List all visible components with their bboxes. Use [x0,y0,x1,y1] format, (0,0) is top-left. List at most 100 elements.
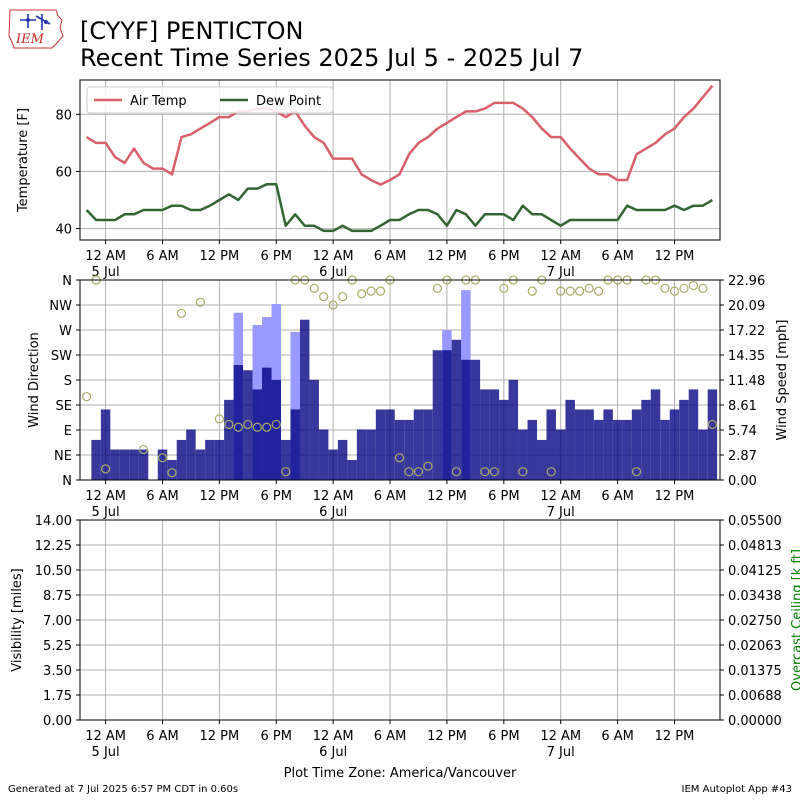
direction-point [631,467,642,477]
ceiling-tick-label: 0.02063 [728,639,782,654]
direction-point [375,286,386,296]
temp-xtick-label: 6 AM [601,249,634,264]
speed-bar [423,409,433,480]
wind-xtick-label: 6 AM [374,489,407,504]
wind-dir-label: N [62,474,72,489]
speed-bar [527,419,538,480]
vis-ytick-label: 12.25 [35,539,72,554]
speed-bar [299,319,310,480]
wind-date-label: 6 Jul [319,505,347,520]
direction-point [660,283,670,293]
gust-bar [290,331,300,480]
direction-point [214,414,224,424]
wind-xtick-label: 6 PM [261,489,292,504]
direction-point [309,283,319,293]
legend-label: Air Temp [130,94,187,109]
wind-speed-label: 8.61 [728,399,757,414]
speed-bar [129,449,139,480]
wind-dir-label: SW [51,349,72,364]
vis-date-label: 5 Jul [92,745,120,760]
speed-bar [603,409,613,480]
vis-xtick-label: 6 PM [488,729,519,744]
temp-plot-frame [79,79,721,241]
vis-date-label: 6 Jul [319,745,347,760]
vis-ytick-label: 3.50 [43,664,72,679]
speed-bar [100,409,111,480]
wind-speed-axis-label: Wind Speed [mph] [775,320,790,441]
direction-point [546,467,556,477]
direction-point [224,419,234,430]
speed-bar [688,389,699,480]
direction-point [556,286,566,296]
direction-point [707,419,718,430]
direction-point [480,467,490,477]
direction-point [669,286,680,296]
speed-bar [347,459,357,480]
speed-bar [707,389,718,480]
wind-speed-label: 17.22 [728,324,765,339]
chart-title: [CYYF] PENTICTON [80,17,304,45]
vis-xtick-label: 6 AM [146,729,179,744]
speed-bar [574,409,585,480]
speed-bar [281,439,291,480]
speed-bar [167,459,177,480]
temp-ytick-label: 80 [55,108,72,123]
direction-point [698,283,708,293]
ceiling-tick-label: 0.00000 [728,714,782,729]
speed-bar [224,399,234,480]
direction-point [281,467,291,477]
vis-ytick-label: 8.75 [43,589,72,604]
speed-bar [413,409,424,480]
speed-bar [508,379,519,480]
wind-xtick-label: 12 AM [540,489,581,504]
ceiling-tick-label: 0.04813 [728,539,782,554]
speed-bar [404,419,414,480]
direction-point [319,292,329,302]
wind-dir-label: NE [54,449,72,464]
speed-bar [318,429,329,480]
ceiling-tick-label: 0.05500 [728,514,782,529]
vis-xtick-label: 6 AM [374,729,407,744]
wind-dir-label: S [64,374,72,389]
ceiling-axis-label: Overcast Ceiling [k ft] [790,549,800,691]
wind-xtick-label: 12 AM [85,489,126,504]
speed-bar [679,399,689,480]
speed-bar [537,439,547,480]
wind-xtick-label: 12 PM [200,489,240,504]
speed-bar [91,439,101,480]
speed-bar [650,389,661,480]
speed-bar [660,419,670,480]
chart-subtitle: Recent Time Series 2025 Jul 5 - 2025 Jul… [80,44,584,72]
wind-speed-label: 11.48 [728,374,765,389]
wind-dir-label: N [62,274,72,289]
temp-xtick-label: 12 PM [200,249,240,264]
temp-xtick-label: 6 PM [488,249,519,264]
direction-point [451,467,462,477]
speed-bar [186,429,196,480]
vis-ytick-label: 5.25 [43,639,72,654]
speed-bar [328,449,338,480]
speed-bar [518,429,528,480]
vis-ytick-label: 7.00 [43,614,72,629]
wind-dir-label: E [64,424,72,439]
vis-ytick-label: 1.75 [43,689,72,704]
speed-bar [375,409,386,480]
wind-date-label: 5 Jul [92,505,120,520]
speed-bar [243,370,253,480]
ceiling-tick-label: 0.03438 [728,589,782,604]
vis-ytick-label: 10.50 [35,564,72,579]
temp-xtick-label: 6 PM [261,249,292,264]
speed-bar [593,419,604,480]
wind-xtick-label: 12 PM [427,489,467,504]
speed-bar [451,339,462,480]
speed-bar [252,389,263,480]
wind-speed-label: 2.87 [728,449,757,464]
direction-point [195,297,206,307]
direction-point [243,419,253,430]
direction-point [499,283,509,293]
iem-logo: IEM [8,9,64,49]
temp-xtick-label: 12 AM [313,249,354,264]
direction-point [82,392,92,402]
direction-point [357,289,367,299]
